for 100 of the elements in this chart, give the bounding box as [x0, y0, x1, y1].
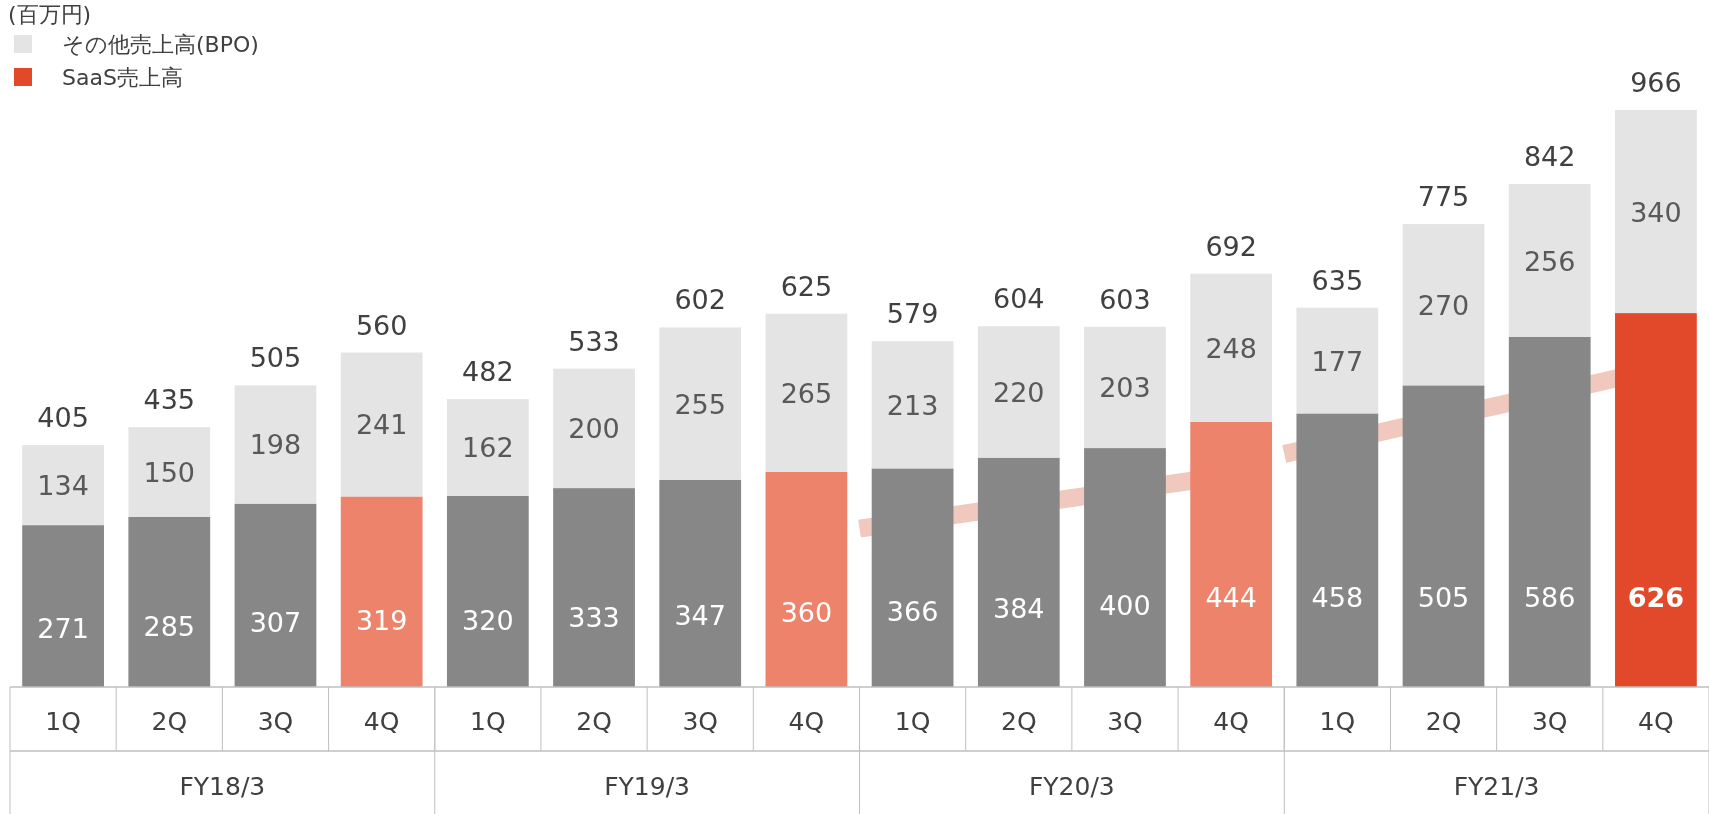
x-tick-label: 2Q [151, 707, 188, 736]
data-label: 400 [1099, 590, 1151, 622]
x-tick-label: 2Q [576, 707, 612, 736]
y-axis-title: (百万円) [8, 2, 92, 27]
data-label: 586 [1523, 582, 1576, 613]
data-label: 248 [1205, 332, 1257, 364]
bar [22, 445, 104, 526]
bar [1296, 307, 1379, 414]
x-tick-label: 4Q [788, 707, 825, 736]
data-label: 333 [568, 602, 620, 634]
data-label: 360 [780, 597, 833, 629]
bar [446, 495, 529, 687]
data-label: 384 [993, 593, 1045, 625]
bar [1084, 448, 1166, 687]
total-label: 842 [1523, 141, 1576, 173]
bar [977, 326, 1060, 458]
data-label: 203 [1099, 372, 1151, 404]
data-label: 198 [249, 429, 302, 461]
text: FY21/3 [1453, 772, 1540, 801]
x-tick-label: 2Q [1000, 707, 1037, 736]
data-label: 265 [780, 377, 833, 409]
bar [128, 516, 211, 687]
total-label: 604 [993, 283, 1045, 315]
bar [765, 313, 848, 472]
data-label: 319 [355, 604, 408, 636]
bar [1508, 184, 1591, 337]
x-tick-label: 1Q [1319, 707, 1356, 736]
bar [977, 457, 1060, 687]
x-tick-label: 3Q [257, 707, 294, 736]
total-label: 405 [37, 402, 89, 434]
x-tick-label: 1Q [470, 707, 506, 736]
data-label: 320 [462, 604, 514, 636]
data-label: 285 [143, 610, 196, 642]
data-label: 256 [1523, 245, 1576, 277]
data-label: 200 [568, 413, 620, 445]
data-label: 444 [1205, 582, 1257, 614]
bar [659, 327, 742, 480]
bar [340, 352, 423, 497]
text: FY19/3 [604, 772, 691, 801]
data-label: 134 [37, 470, 89, 502]
bar [871, 341, 954, 469]
x-tick-label: 1Q [45, 707, 81, 736]
total-label: 603 [1099, 283, 1151, 315]
x-tick-label: 4Q [363, 707, 400, 736]
data-label: 366 [886, 596, 939, 628]
bar [1190, 421, 1273, 687]
bar [553, 488, 635, 687]
bar [340, 496, 423, 687]
bar [22, 525, 104, 687]
text: FY18/3 [179, 772, 266, 801]
x-tick-label: 1Q [894, 707, 931, 736]
data-label: 241 [355, 409, 408, 441]
total-label: 775 [1417, 181, 1470, 213]
total-label: 435 [143, 384, 196, 416]
x-tick-label: 3Q [1107, 707, 1143, 736]
data-label: 271 [37, 613, 89, 645]
bar [1508, 336, 1591, 687]
legend-label: その他売上高(BPO) [62, 32, 259, 57]
x-tick-label: 4Q [1213, 707, 1249, 736]
bar [871, 468, 954, 687]
bar [659, 479, 742, 687]
total-label: 635 [1311, 264, 1364, 296]
data-label: 150 [143, 456, 196, 488]
data-label: 458 [1311, 582, 1364, 613]
data-label: 213 [886, 389, 939, 421]
data-label: 220 [993, 376, 1045, 408]
x-tick-label: 4Q [1638, 707, 1674, 736]
bar [234, 503, 317, 687]
total-label: 482 [462, 356, 514, 388]
total-label: 625 [780, 270, 833, 302]
bar [234, 385, 317, 504]
bar [1296, 413, 1379, 687]
data-label: 307 [249, 606, 302, 638]
bar [553, 368, 635, 489]
bar [1084, 326, 1166, 449]
data-label: 505 [1417, 582, 1470, 613]
legend-label: SaaS売上高 [62, 65, 183, 90]
x-tick-label: 2Q [1425, 707, 1462, 736]
bar [1615, 110, 1697, 314]
data-label: 270 [1417, 289, 1470, 321]
bar [128, 427, 211, 517]
x-tick-label: 3Q [682, 707, 719, 736]
data-label: 162 [462, 432, 514, 464]
data-label: 255 [674, 388, 726, 420]
data-label: 177 [1311, 345, 1364, 377]
total-label: 560 [355, 309, 408, 341]
total-label: 533 [568, 325, 620, 357]
total-label: 602 [674, 284, 726, 316]
bar [1190, 273, 1273, 422]
bar [1402, 385, 1485, 687]
data-label: 347 [674, 599, 726, 631]
total-label: 579 [886, 298, 939, 330]
bar [1402, 224, 1485, 386]
x-tick-label: 3Q [1531, 707, 1568, 736]
total-label: 692 [1205, 230, 1257, 262]
bar [1615, 313, 1697, 687]
total-label: 505 [249, 342, 302, 374]
bar [446, 399, 529, 496]
data-label: 626 [1627, 582, 1685, 613]
text: FY20/3 [1028, 772, 1115, 801]
